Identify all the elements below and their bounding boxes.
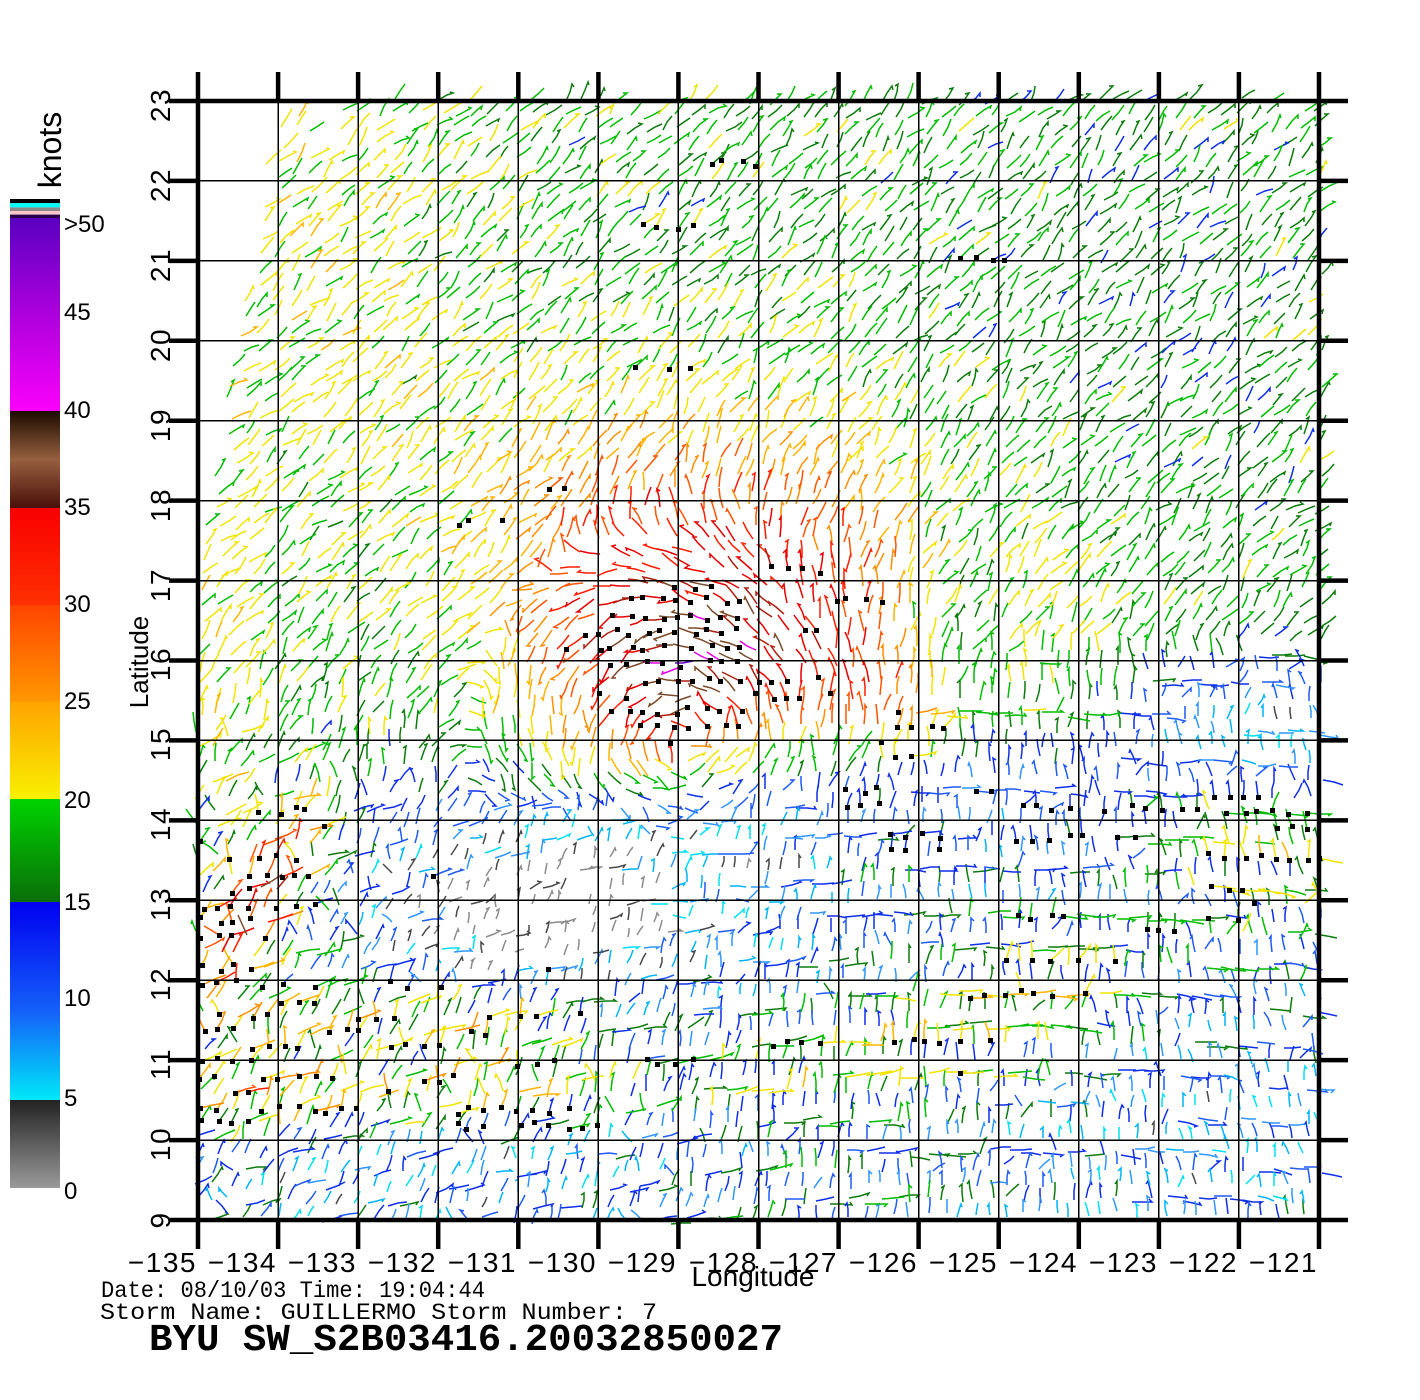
svg-text:−125: −125 — [929, 1247, 998, 1278]
svg-text:11: 11 — [145, 1048, 176, 1080]
svg-text:−134: −134 — [208, 1247, 277, 1278]
svg-text:−133: −133 — [288, 1247, 357, 1278]
svg-text:10: 10 — [64, 985, 91, 1012]
svg-text:−123: −123 — [1089, 1247, 1158, 1278]
svg-text:25: 25 — [64, 688, 91, 715]
svg-text:−131: −131 — [448, 1247, 517, 1278]
svg-text:22: 22 — [145, 168, 176, 202]
svg-text:17: 17 — [145, 568, 176, 602]
svg-text:30: 30 — [64, 591, 91, 618]
svg-text:16: 16 — [145, 647, 176, 681]
svg-text:−126: −126 — [849, 1247, 918, 1278]
svg-text:−130: −130 — [528, 1247, 597, 1278]
svg-text:BYU SW_S2B03416.20032850027: BYU SW_S2B03416.20032850027 — [149, 1319, 783, 1362]
svg-text:13: 13 — [145, 887, 176, 921]
svg-text:9: 9 — [145, 1211, 176, 1228]
svg-text:19: 19 — [145, 408, 176, 442]
svg-text:Latitude: Latitude — [124, 616, 154, 709]
svg-text:21: 21 — [145, 248, 176, 282]
svg-text:12: 12 — [145, 967, 176, 1001]
svg-text:Longitude: Longitude — [691, 1261, 814, 1292]
svg-text:knots: knots — [32, 112, 68, 188]
svg-text:−129: −129 — [608, 1247, 677, 1278]
svg-text:−128: −128 — [689, 1247, 758, 1278]
svg-text:23: 23 — [145, 88, 176, 122]
svg-text:5: 5 — [64, 1085, 77, 1112]
svg-text:−132: −132 — [368, 1247, 437, 1278]
svg-text:0: 0 — [64, 1178, 77, 1205]
svg-text:−127: −127 — [769, 1247, 838, 1278]
svg-text:−122: −122 — [1169, 1247, 1238, 1278]
svg-text:20: 20 — [64, 787, 91, 814]
svg-text:10: 10 — [145, 1127, 176, 1161]
svg-text:15: 15 — [145, 727, 176, 761]
svg-text:Date: 08/10/03 Time: 19:04:44: Date: 08/10/03 Time: 19:04:44 — [101, 1278, 485, 1304]
svg-text:−124: −124 — [1009, 1247, 1078, 1278]
svg-text:Storm Name: GUILLERMO Storm N: Storm Name: GUILLERMO Storm Number: 7 — [100, 1300, 657, 1326]
svg-text:35: 35 — [64, 494, 91, 521]
svg-text:40: 40 — [64, 397, 91, 424]
svg-text:14: 14 — [145, 807, 176, 841]
svg-text:15: 15 — [64, 889, 91, 916]
svg-text:45: 45 — [64, 299, 91, 326]
svg-text:−121: −121 — [1249, 1247, 1318, 1278]
svg-text:18: 18 — [145, 488, 176, 522]
svg-text:20: 20 — [145, 328, 176, 362]
svg-text:−135: −135 — [128, 1247, 197, 1278]
svg-text:>50: >50 — [64, 211, 105, 238]
